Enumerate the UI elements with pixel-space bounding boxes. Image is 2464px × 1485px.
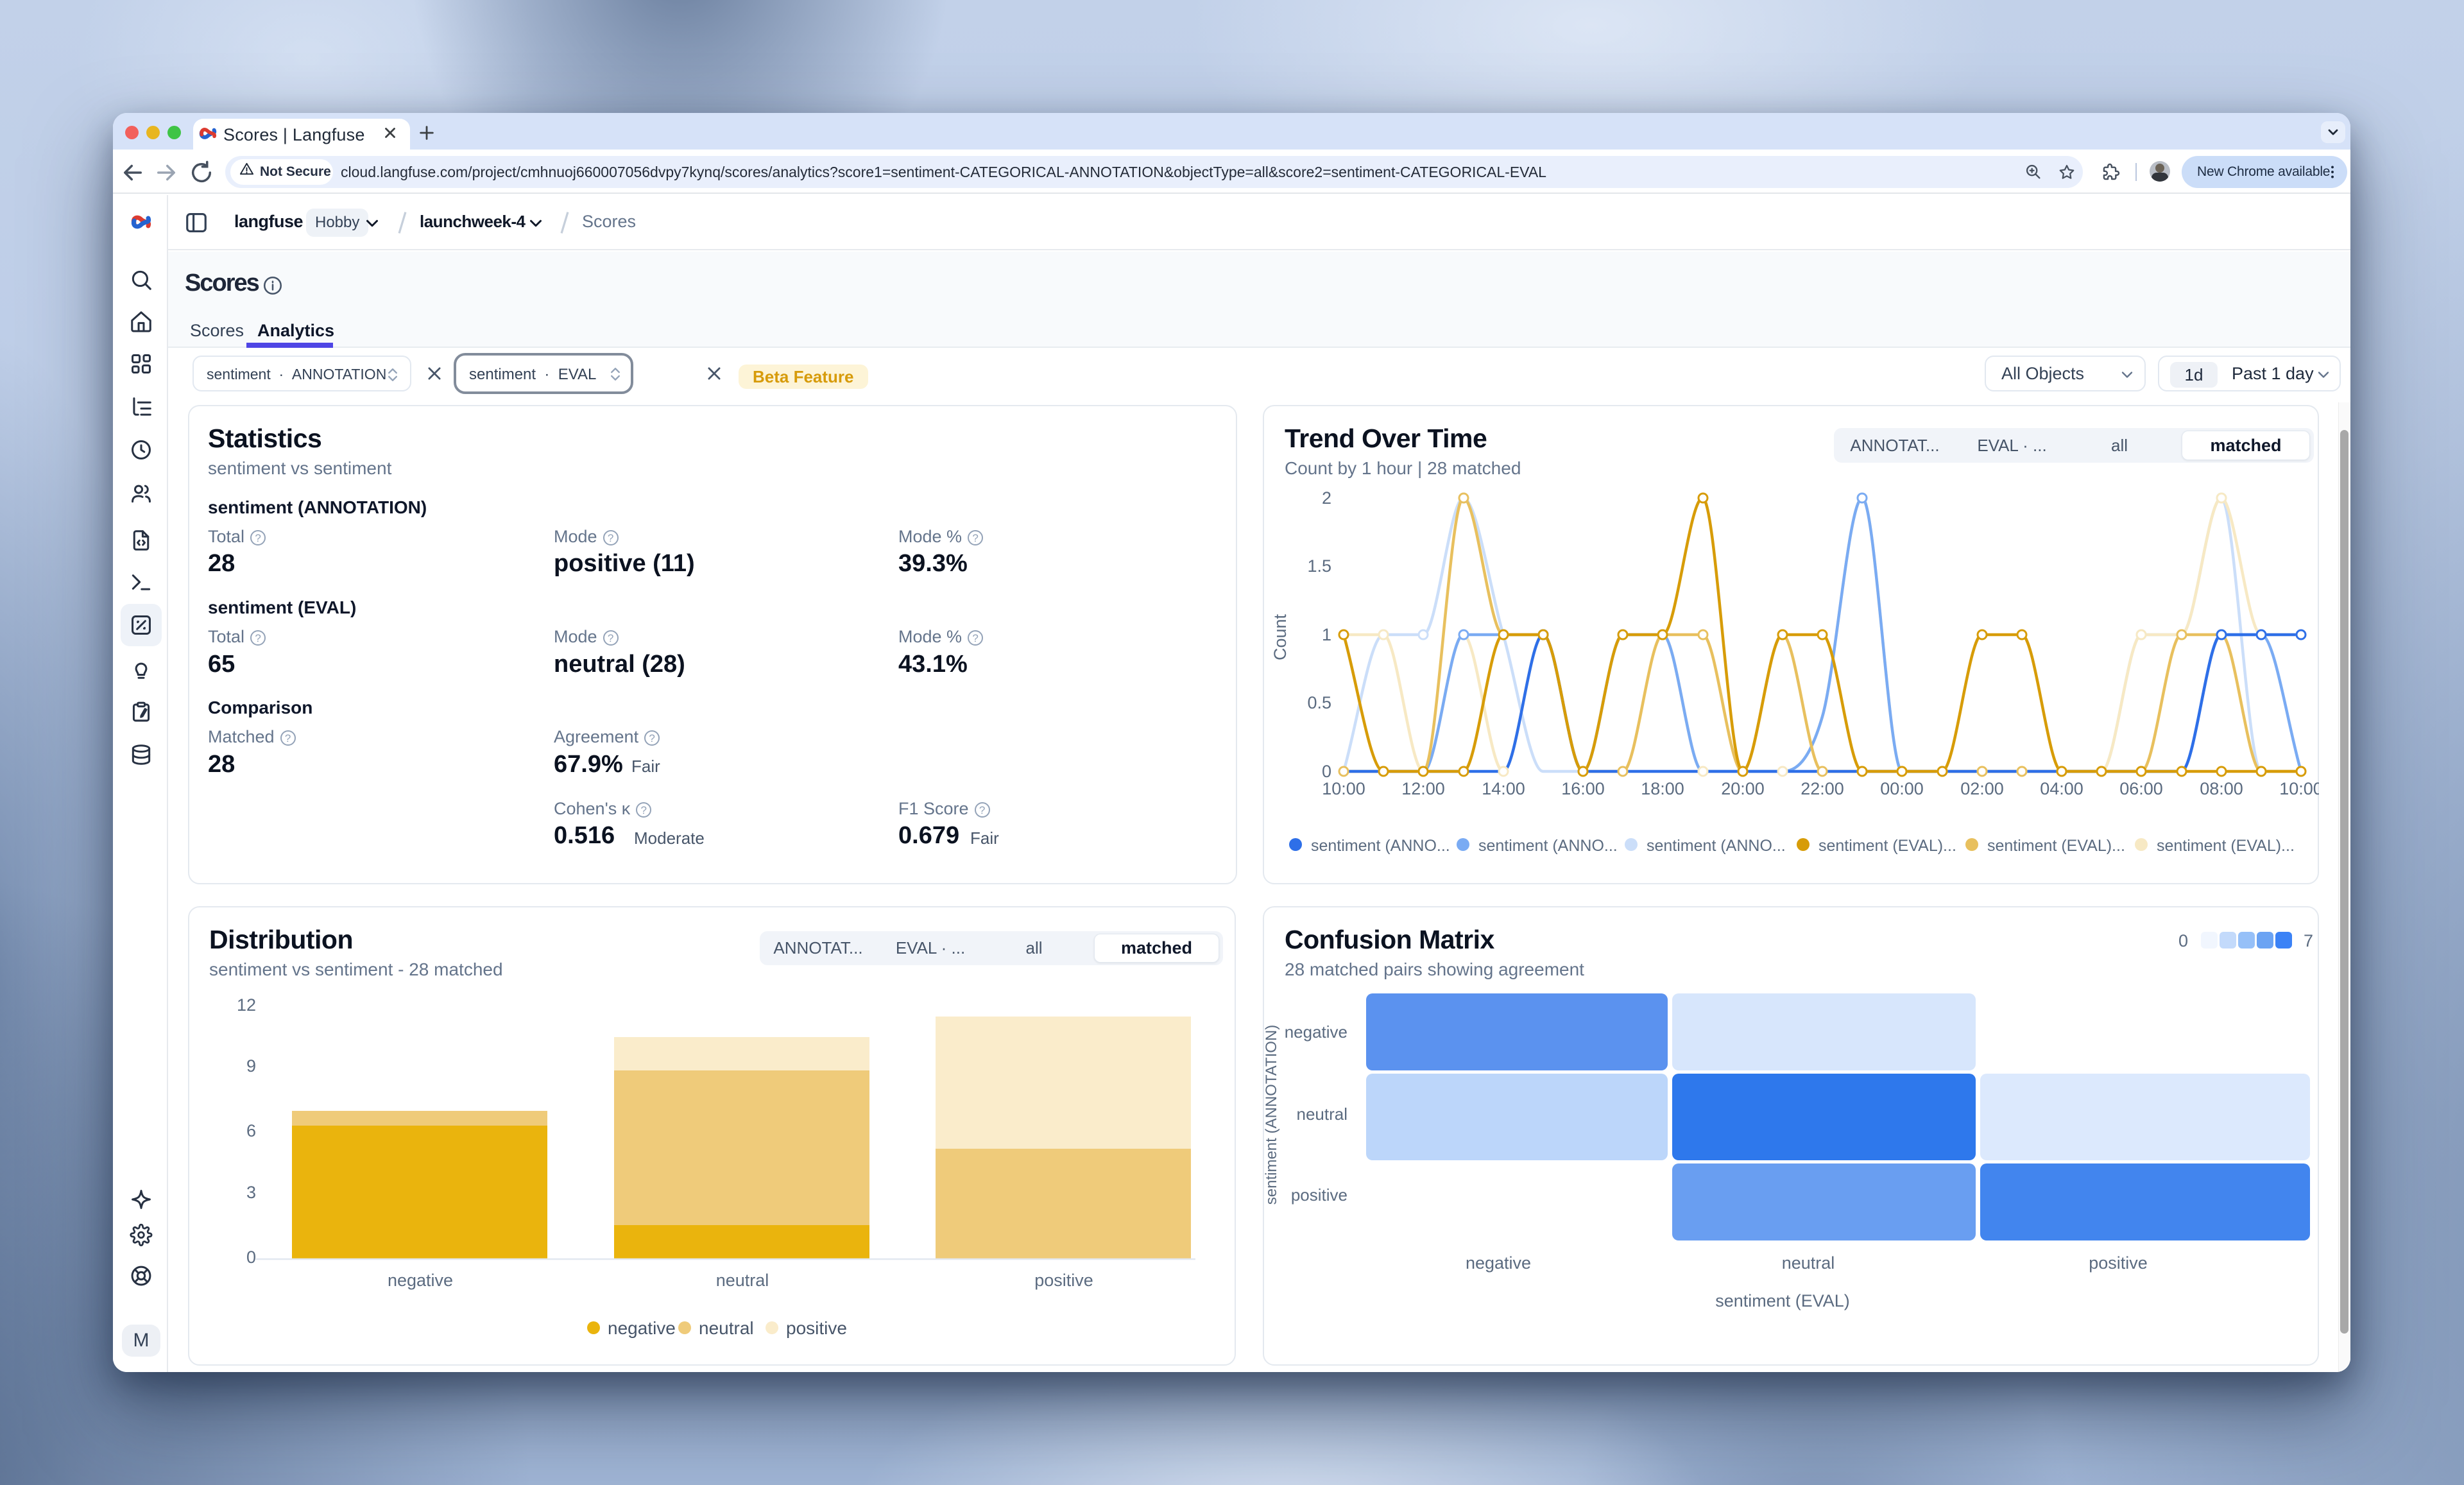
svg-text:sentiment (ANNOTATION): sentiment (ANNOTATION)	[1264, 1025, 1280, 1205]
svg-text:1.5: 1.5	[1307, 556, 1331, 576]
svg-text:22:00: 22:00	[1801, 779, 1844, 798]
svg-text:14:00: 14:00	[1482, 779, 1525, 798]
svg-text:18:00: 18:00	[1641, 779, 1684, 798]
svg-text:12: 12	[237, 995, 256, 1015]
svg-text:08:00: 08:00	[2200, 779, 2243, 798]
svg-text:1: 1	[1322, 625, 1331, 644]
svg-text:positive: positive	[2089, 1253, 2148, 1273]
svg-text:sentiment (ANNO...: sentiment (ANNO...	[1311, 837, 1450, 855]
svg-text:0: 0	[2178, 931, 2188, 950]
svg-text:10:00: 10:00	[1322, 779, 1365, 798]
svg-text:0: 0	[1322, 762, 1331, 781]
svg-text:negative: negative	[388, 1271, 453, 1290]
svg-text:sentiment (EVAL)...: sentiment (EVAL)...	[1818, 837, 1956, 855]
svg-text:negative: negative	[1466, 1253, 1531, 1273]
svg-text:12:00: 12:00	[1401, 779, 1445, 798]
svg-text:neutral: neutral	[716, 1271, 769, 1290]
svg-text:positive: positive	[786, 1318, 847, 1338]
svg-text:sentiment (ANNO...: sentiment (ANNO...	[1478, 837, 1618, 855]
svg-text:16:00: 16:00	[1561, 779, 1605, 798]
svg-text:04:00: 04:00	[2040, 779, 2083, 798]
svg-text:9: 9	[246, 1056, 256, 1076]
svg-text:positive: positive	[1034, 1271, 1093, 1290]
svg-text:sentiment (ANNO...: sentiment (ANNO...	[1647, 837, 1786, 855]
svg-text:0: 0	[246, 1248, 256, 1267]
svg-text:06:00: 06:00	[2119, 779, 2163, 798]
svg-text:10:00: 10:00	[2279, 779, 2319, 798]
svg-text:sentiment (EVAL): sentiment (EVAL)	[1715, 1291, 1850, 1310]
svg-text:sentiment (EVAL)...: sentiment (EVAL)...	[2157, 837, 2295, 855]
svg-text:neutral: neutral	[1297, 1104, 1348, 1124]
svg-text:neutral: neutral	[1782, 1253, 1835, 1273]
svg-text:2: 2	[1322, 488, 1331, 508]
svg-text:7: 7	[2304, 931, 2313, 950]
svg-text:02:00: 02:00	[1960, 779, 2004, 798]
svg-text:negative: negative	[608, 1318, 676, 1338]
svg-text:00:00: 00:00	[1880, 779, 1924, 798]
svg-text:sentiment (EVAL)...: sentiment (EVAL)...	[1987, 837, 2125, 855]
svg-text:3: 3	[246, 1183, 256, 1202]
svg-text:6: 6	[246, 1121, 256, 1140]
svg-text:0.5: 0.5	[1307, 693, 1331, 712]
svg-text:positive: positive	[1291, 1185, 1348, 1205]
svg-text:negative: negative	[1285, 1022, 1348, 1042]
svg-text:Count: Count	[1270, 614, 1290, 660]
svg-text:neutral: neutral	[699, 1318, 754, 1338]
svg-text:20:00: 20:00	[1721, 779, 1765, 798]
